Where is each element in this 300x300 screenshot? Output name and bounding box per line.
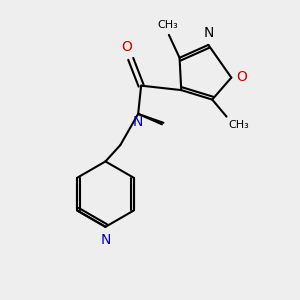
Text: N: N bbox=[204, 26, 214, 40]
Text: CH₃: CH₃ bbox=[228, 120, 249, 130]
Text: O: O bbox=[122, 40, 133, 53]
Text: O: O bbox=[237, 70, 248, 84]
Text: CH₃: CH₃ bbox=[157, 20, 178, 30]
Text: N: N bbox=[100, 233, 111, 247]
Text: N: N bbox=[132, 116, 143, 129]
